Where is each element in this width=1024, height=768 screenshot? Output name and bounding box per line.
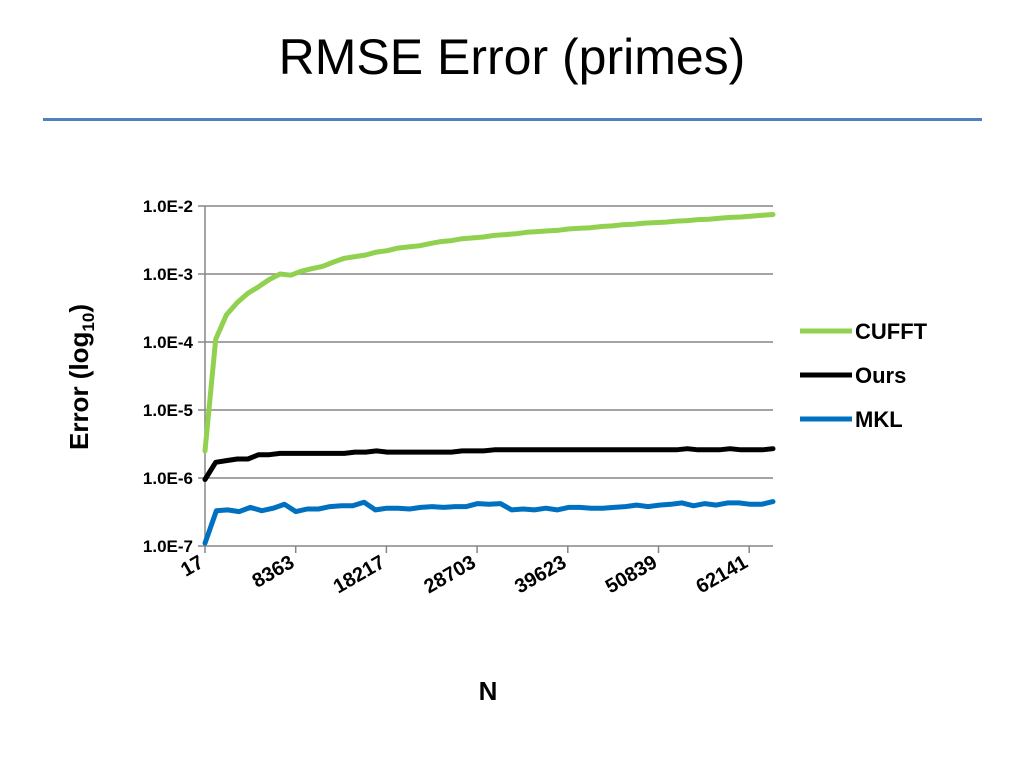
y-axis-label-subscript: 10 xyxy=(79,313,98,332)
x-tick-label: 39623 xyxy=(511,551,570,598)
x-tick-label: 18217 xyxy=(330,551,389,598)
x-axis-label: N xyxy=(479,676,498,706)
x-tick-label: 28703 xyxy=(420,551,479,598)
x-tick-label: 8363 xyxy=(249,551,299,592)
legend: CUFFT Ours MKL xyxy=(800,319,928,432)
legend-label-cufft: CUFFT xyxy=(855,319,928,344)
series-line-ours xyxy=(202,446,776,482)
y-tick-label: 1.0E-3 xyxy=(143,265,193,284)
y-tick-label: 1.0E-5 xyxy=(143,401,193,420)
series-line-cufft xyxy=(202,212,776,454)
x-tick-label: 62141 xyxy=(693,551,752,598)
y-tick-label: 1.0E-4 xyxy=(143,333,194,352)
title-divider xyxy=(43,118,982,121)
series-line-mkl xyxy=(202,499,776,546)
legend-label-ours: Ours xyxy=(855,363,906,388)
series-lines xyxy=(202,212,776,546)
legend-label-mkl: MKL xyxy=(855,407,903,432)
y-axis-label-main: Error (log xyxy=(64,332,94,450)
gridlines xyxy=(205,205,773,479)
x-tick-label: 50839 xyxy=(602,551,661,598)
tick-labels: 1.0E-71.0E-61.0E-51.0E-41.0E-31.0E-217 83… xyxy=(143,197,752,598)
slide-title: RMSE Error (primes) xyxy=(278,29,746,85)
y-axis-label-tail: ) xyxy=(64,304,94,313)
axes xyxy=(198,205,773,553)
y-tick-label: 1.0E-2 xyxy=(143,197,193,216)
y-axis-label: Error (log10) xyxy=(64,304,98,450)
y-tick-label: 1.0E-6 xyxy=(143,469,193,488)
y-tick-label: 1.0E-7 xyxy=(143,537,193,556)
